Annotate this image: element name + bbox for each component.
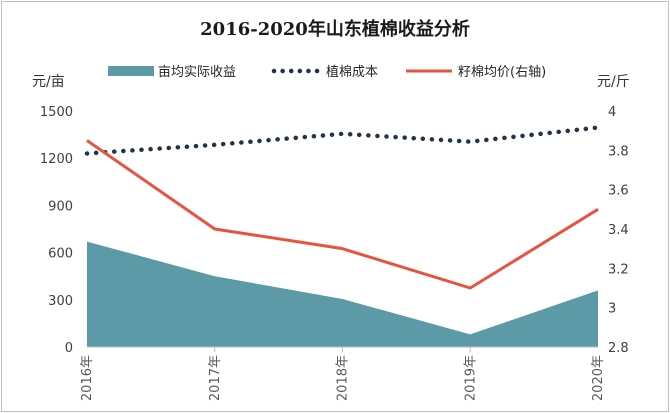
series-line-price [86, 139, 599, 290]
x-tick-label: 2017年 [208, 355, 223, 401]
x-tick-label: 2019年 [463, 355, 478, 401]
y-right-tick-label: 4 [608, 105, 616, 120]
y-left-tick-label: 0 [65, 341, 73, 356]
y-right-tick-label: 3.6 [608, 184, 629, 199]
legend: 亩均实际收益 植棉成本 籽棉均价(右轴) [108, 64, 546, 80]
legend-label-area: 亩均实际收益 [158, 64, 236, 80]
y-right-unit: 元/斤 [597, 74, 630, 90]
y-right-tick-label: 2.8 [608, 341, 629, 356]
legend-swatch-area [108, 66, 154, 76]
legend-label-price: 籽棉均价(右轴) [458, 65, 546, 80]
x-tick-label: 2016年 [80, 355, 95, 401]
y-right-tick-label: 3.8 [608, 144, 629, 159]
y-left-tick-label: 1200 [40, 152, 73, 167]
y-left-tick-label: 300 [48, 294, 73, 309]
y-right-tick-label: 3 [608, 302, 616, 317]
x-tick-label: 2020年 [591, 355, 606, 401]
y-right-tick-label: 3.2 [608, 262, 629, 277]
chart-title: 2016-2020年山东植棉收益分析 [200, 18, 470, 40]
series-line-cost [84, 125, 601, 156]
y-right-tick-label: 3.4 [608, 223, 629, 238]
series-area-income [87, 241, 598, 347]
y-left-unit: 元/亩 [32, 73, 65, 90]
y-left-tick-label: 900 [48, 199, 73, 214]
y-left-tick-label: 1500 [40, 105, 73, 120]
legend-label-cost: 植棉成本 [326, 65, 378, 80]
y-left-tick-label: 600 [48, 247, 73, 262]
x-tick-label: 2018年 [336, 355, 351, 401]
